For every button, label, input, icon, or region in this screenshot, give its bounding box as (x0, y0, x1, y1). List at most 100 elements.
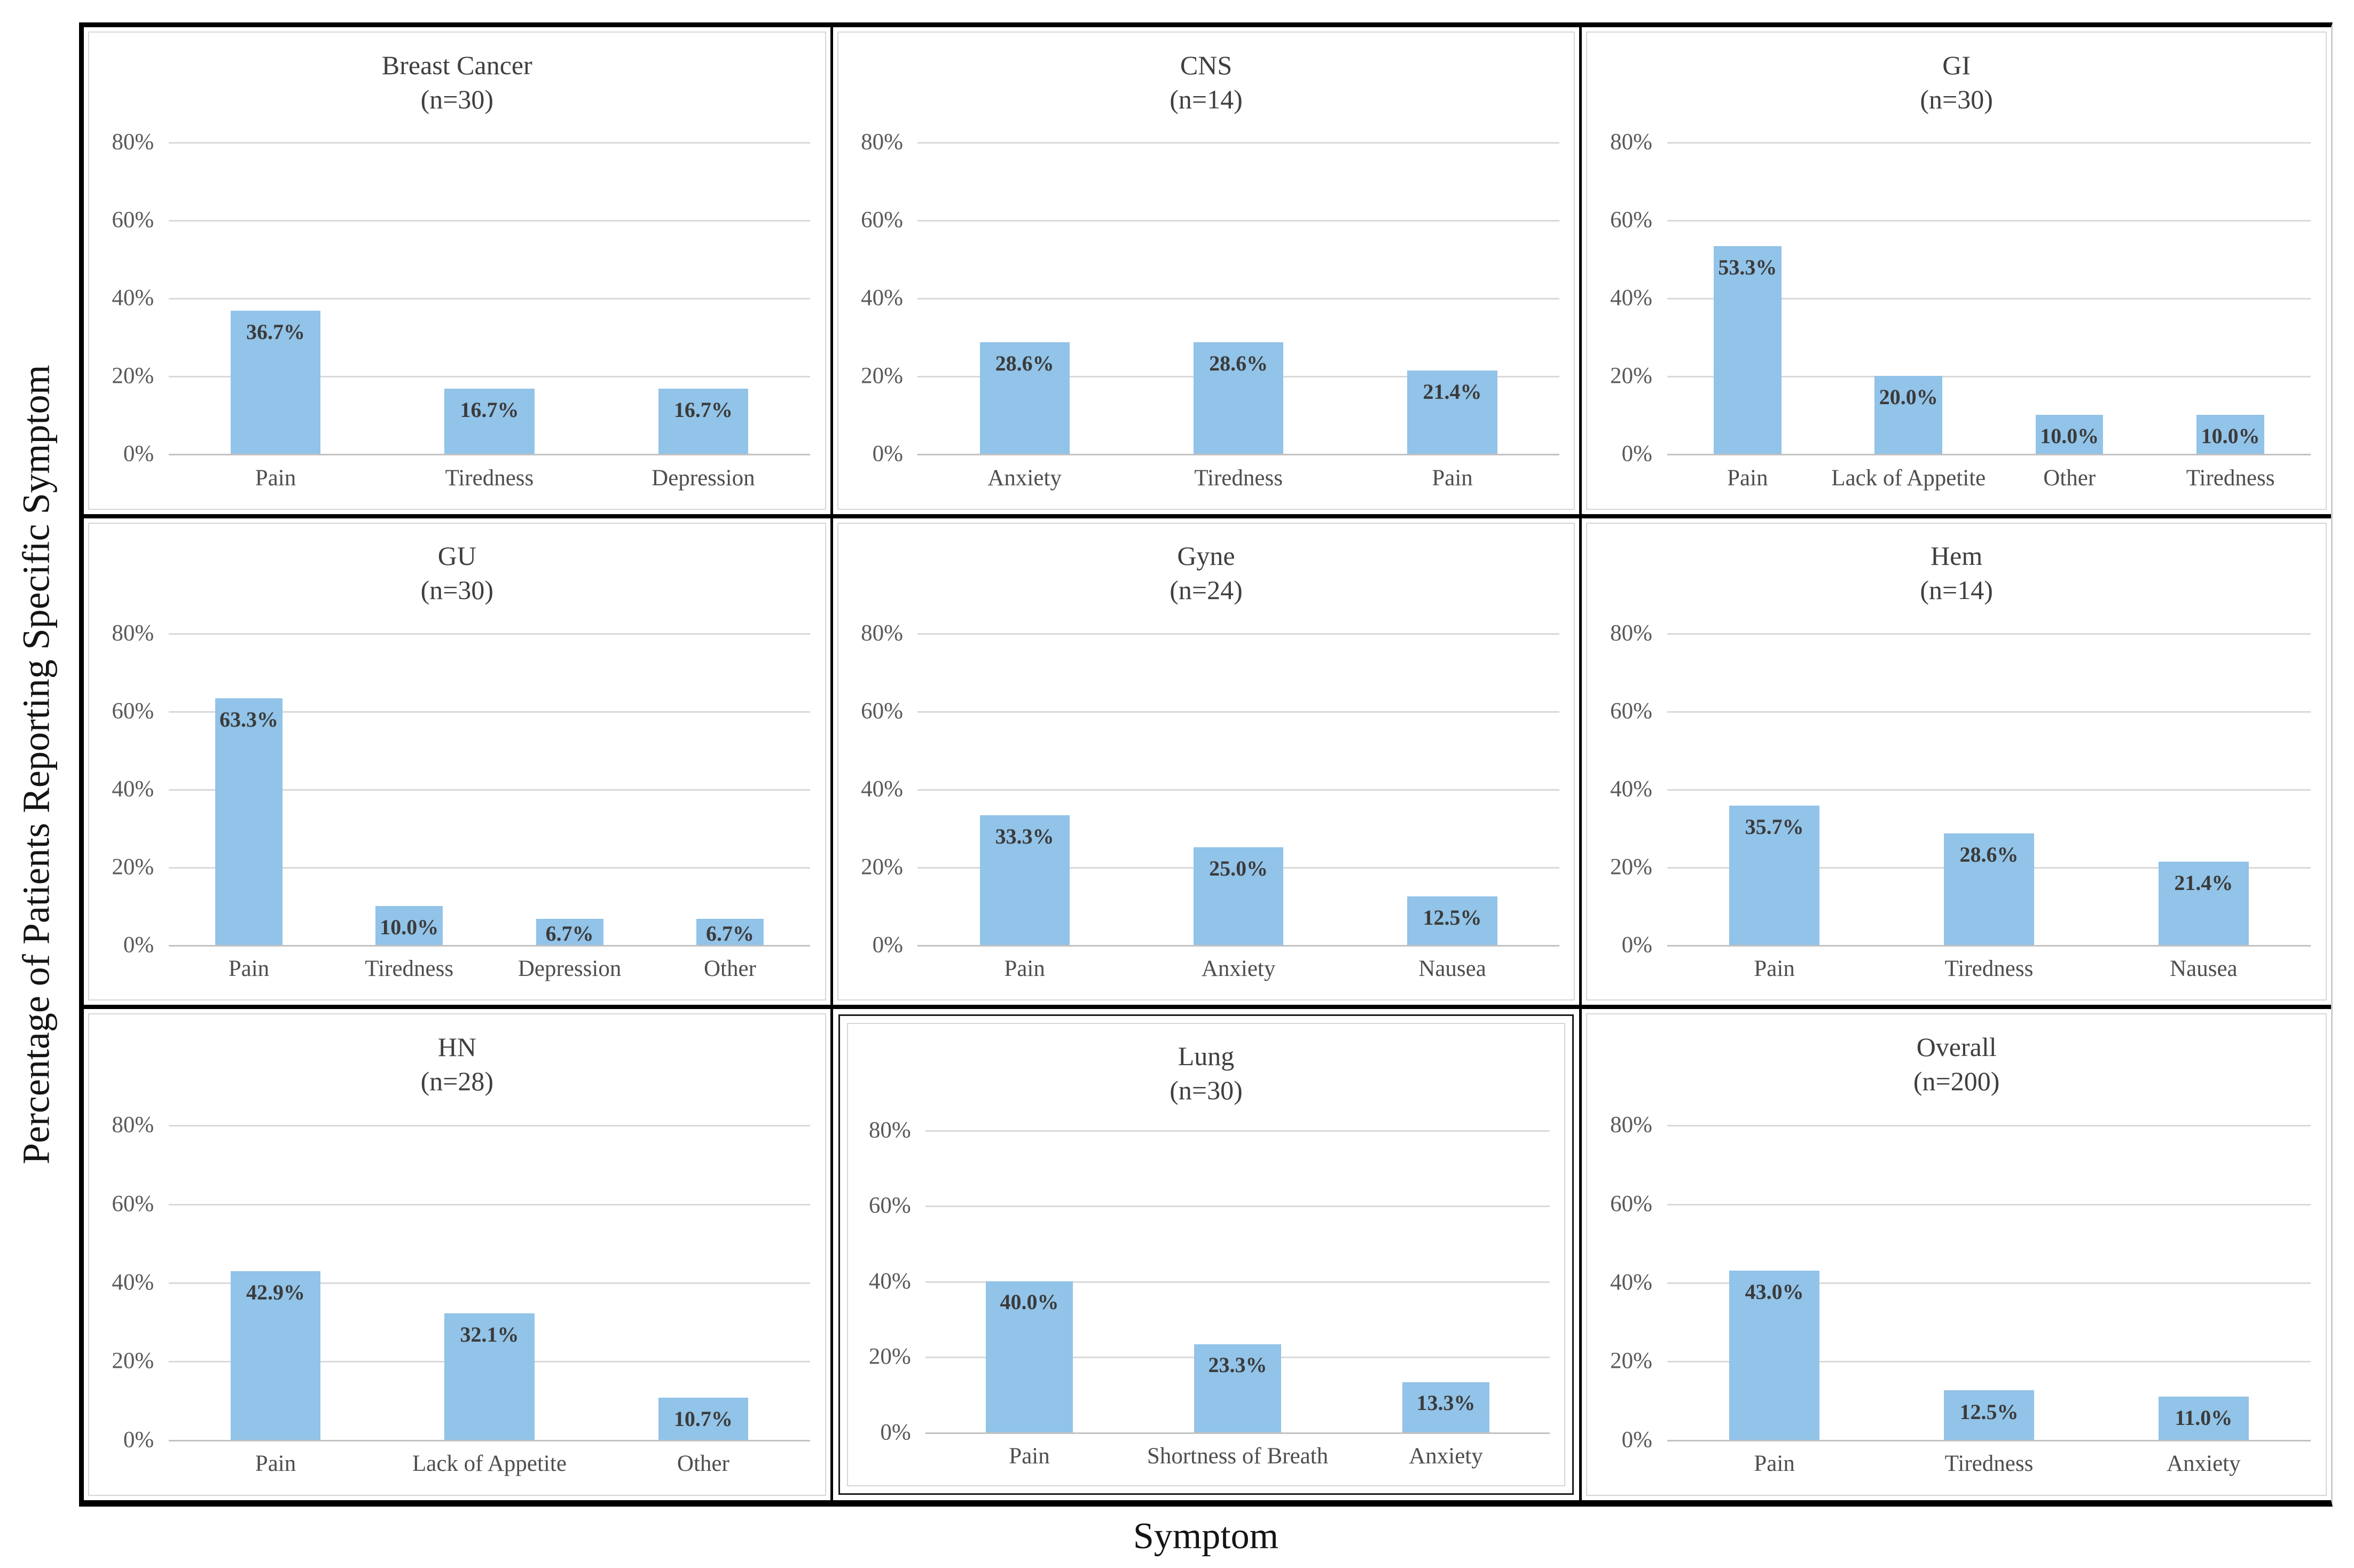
bar-depression (536, 918, 603, 945)
x-axis-line (168, 1439, 811, 1441)
chart-title-count: (n=28) (420, 1066, 494, 1097)
y-tick-label-60: 60% (861, 207, 903, 233)
bar-anxiety (2158, 1396, 2249, 1440)
y-tick-label-20: 20% (112, 1348, 154, 1374)
bar-value-label-pain: 42.9% (246, 1280, 305, 1304)
chart-cns: CNS (n=14) 0% 20% 40% 60% 80% 28.6% Anxiety 28.6%… (837, 31, 1575, 510)
y-tick-label-80: 80% (868, 1117, 911, 1143)
bar-value-label-pain: 40.0% (1000, 1290, 1059, 1314)
x-axis-line (1667, 944, 2311, 947)
y-tick-label-0: 0% (880, 1420, 911, 1445)
y-tick-label-20: 20% (112, 854, 154, 880)
chart-gi: GI (n=30) 0% 20% 40% 60% 80% 53.3% Pain 20.0% Lack… (1586, 31, 2327, 510)
panel-overall: Overall (n=200) 0% 20% 40% 60% 80% 43.0% Pain 12.… (1582, 1009, 2331, 1500)
y-tick-label-60: 60% (1610, 698, 1652, 724)
y-tick-label-80: 80% (1610, 1112, 1652, 1138)
y-tick-label-40: 40% (861, 285, 903, 311)
gridline-40 (168, 789, 811, 791)
bar-value-label-anxiety: 25.0% (1209, 856, 1268, 881)
bar-value-label-depression: 16.7% (673, 398, 733, 422)
gridline-60 (168, 1203, 811, 1205)
category-label-pain: Pain (1004, 956, 1045, 982)
x-axis-line (917, 944, 1559, 947)
chart-gyne: Gyne (n=24) 0% 20% 40% 60% 80% 33.3% Pain 25.0% An… (837, 522, 1575, 1001)
gridline-80 (168, 142, 811, 144)
x-axis-title: Symptom (1133, 1516, 1279, 1557)
bar-pain (1729, 1270, 1819, 1440)
bar-other (696, 918, 764, 945)
gridline-20 (168, 866, 811, 869)
bar-value-label-anxiety: 28.6% (995, 351, 1054, 376)
chart-grid: Breast Cancer (n=30) 0% 20% 40% 60% 80% 36.7% Pa… (79, 22, 2333, 1507)
chart-title-hn: HN (n=28) (89, 1030, 825, 1098)
x-axis-line (168, 944, 811, 947)
category-label-depression: Depression (652, 465, 755, 491)
bar-value-label-other: 10.0% (2040, 424, 2099, 448)
bar-tiredness (1194, 342, 1284, 454)
category-label-tiredness: Tiredness (1944, 1451, 2034, 1477)
gridline-60 (1667, 1203, 2311, 1205)
chart-title-text: Hem (1931, 541, 1983, 571)
y-tick-label-60: 60% (868, 1193, 911, 1218)
y-tick-label-60: 60% (112, 207, 154, 233)
chart-hn: HN (n=28) 0% 20% 40% 60% 80% 42.9% Pain 32.1% Lack… (88, 1013, 826, 1496)
y-tick-label-60: 60% (112, 1191, 154, 1217)
gridline-80 (917, 633, 1559, 635)
x-axis-line (917, 454, 1559, 456)
y-tick-label-20: 20% (861, 854, 903, 880)
panel-lung: Lung (n=30) 0% 20% 40% 60% 80% 40.0% Pain 23.3% Sh… (833, 1009, 1582, 1500)
y-tick-label-0: 0% (123, 1427, 154, 1453)
y-tick-label-0: 0% (1621, 441, 1652, 467)
bar-lack-of-appetite (444, 1313, 535, 1440)
panel-gu: GU (n=30) 0% 20% 40% 60% 80% 63.3% Pain 10.0% Tire… (84, 518, 833, 1010)
gridline-20 (168, 376, 811, 378)
bar-nausea (2158, 861, 2249, 945)
y-tick-label-80: 80% (861, 620, 903, 646)
chart-title-lung: Lung (n=30) (848, 1039, 1565, 1107)
chart-title-text: GU (437, 541, 476, 571)
bar-depression (658, 389, 748, 454)
chart-title-count: (n=14) (1920, 575, 1993, 605)
bar-value-label-tiredness: 28.6% (1959, 842, 2019, 867)
y-tick-label-60: 60% (1610, 1191, 1652, 1217)
bar-value-label-tiredness: 16.7% (460, 398, 519, 422)
bar-value-label-shortness-of-breath: 23.3% (1208, 1353, 1267, 1377)
y-tick-label-20: 20% (1610, 363, 1652, 389)
gridline-80 (168, 633, 811, 635)
panel-gyne: Gyne (n=24) 0% 20% 40% 60% 80% 33.3% Pain 25.0% An… (833, 518, 1582, 1010)
bar-tiredness (2196, 415, 2264, 454)
bar-value-label-other: 10.7% (673, 1406, 733, 1431)
gridline-60 (925, 1205, 1550, 1208)
gridline-20 (1667, 1361, 2311, 1363)
y-tick-label-40: 40% (861, 776, 903, 802)
bar-value-label-tiredness: 10.0% (380, 915, 439, 939)
y-tick-label-20: 20% (1610, 854, 1652, 880)
gridline-60 (1667, 711, 2311, 713)
gridline-60 (917, 711, 1559, 713)
chart-title-count: (n=30) (1920, 84, 1993, 114)
category-label-other: Other (703, 956, 756, 982)
category-label-nausea: Nausea (1418, 956, 1486, 982)
chart-hem: Hem (n=14) 0% 20% 40% 60% 80% 35.7% Pain 28.6% Tir… (1586, 522, 2327, 1001)
bar-anxiety (1194, 847, 1284, 945)
chart-gu: GU (n=30) 0% 20% 40% 60% 80% 63.3% Pain 10.0% Tire… (88, 522, 826, 1001)
bar-value-label-other: 6.7% (705, 921, 754, 945)
chart-title-breast-cancer: Breast Cancer (n=30) (89, 48, 825, 116)
category-label-depression: Depression (517, 956, 622, 982)
category-label-anxiety: Anxiety (1201, 956, 1276, 982)
chart-title-text: Breast Cancer (381, 50, 532, 80)
category-label-pain: Pain (228, 956, 270, 982)
bar-value-label-tiredness: 28.6% (1209, 351, 1268, 376)
gridline-80 (1667, 142, 2311, 144)
bar-value-label-pain: 21.4% (1423, 379, 1482, 404)
bar-value-label-anxiety: 11.0% (2175, 1405, 2233, 1430)
gridline-80 (1667, 1125, 2311, 1127)
chart-title-count: (n=30) (420, 575, 494, 605)
category-label-pain: Pain (1727, 465, 1768, 491)
y-tick-label-40: 40% (112, 1270, 154, 1295)
bar-value-label-tiredness: 10.0% (2201, 424, 2260, 448)
category-label-tiredness: Tiredness (2186, 465, 2275, 491)
y-tick-label-0: 0% (872, 932, 903, 958)
bar-lack-of-appetite (1874, 376, 1943, 454)
chart-title-count: (n=200) (1913, 1066, 2000, 1097)
